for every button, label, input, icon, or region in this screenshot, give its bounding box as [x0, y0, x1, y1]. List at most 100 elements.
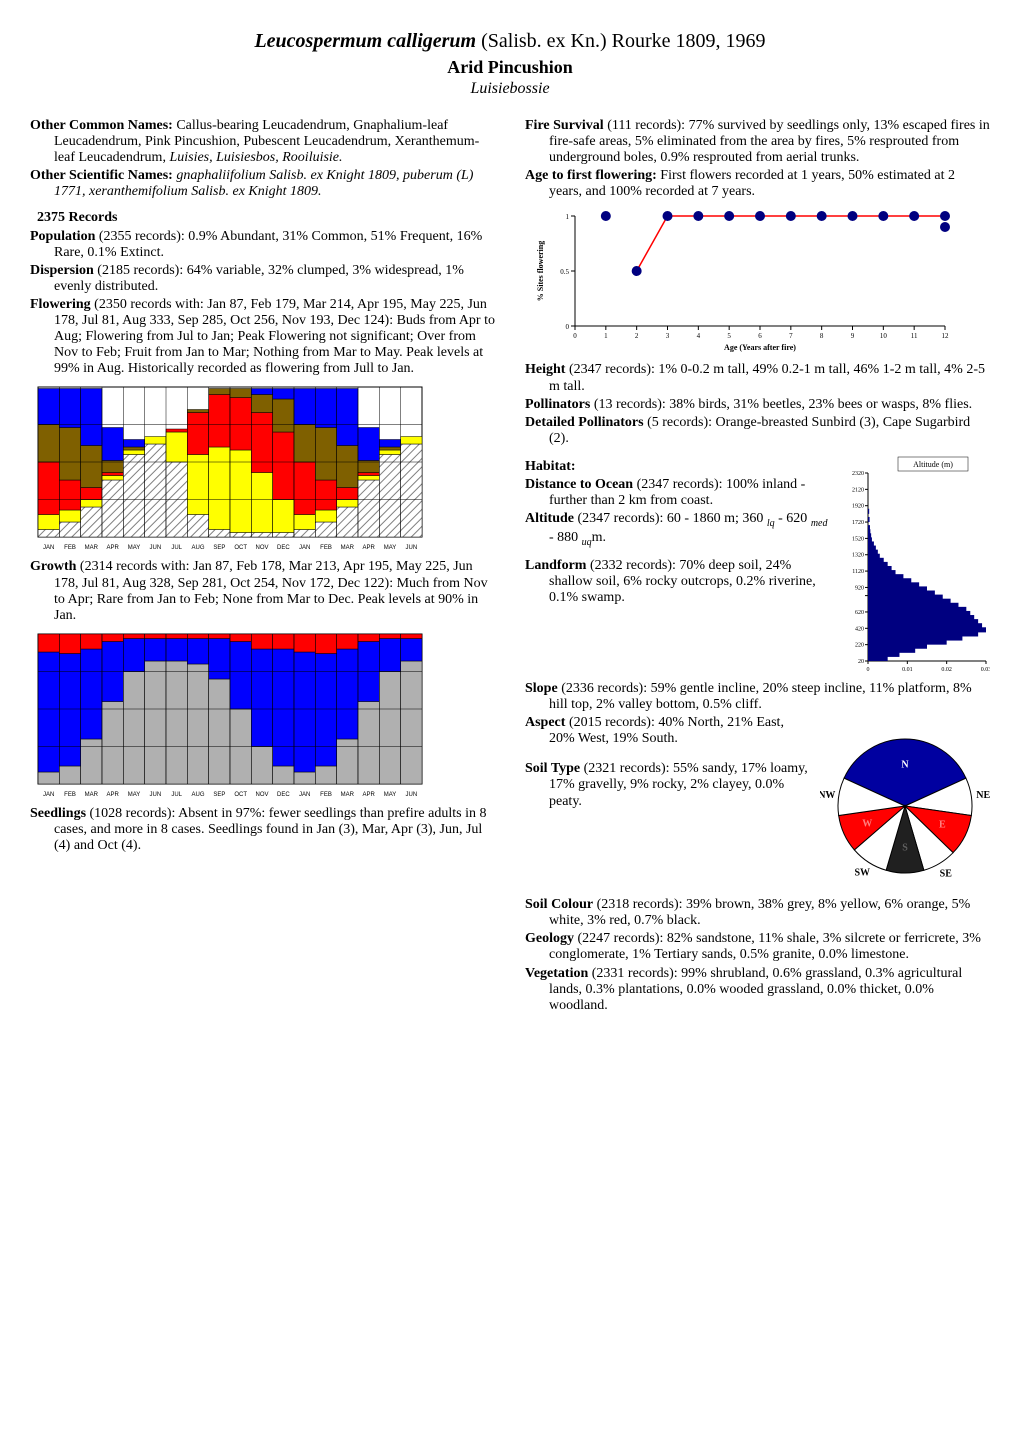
svg-text:JUL: JUL: [171, 792, 182, 798]
geology-label: Geology: [525, 931, 574, 946]
vegetation-text: (2331 records): 99% shrubland, 0.6% gras…: [549, 966, 962, 1013]
svg-text:JAN: JAN: [43, 792, 54, 798]
seedlings-label: Seedlings: [30, 806, 86, 821]
title-block: Leucospermum calligerum (Salisb. ex Kn.)…: [30, 30, 990, 98]
records-header: 2375 Records: [30, 210, 495, 226]
svg-text:12: 12: [942, 332, 950, 340]
svg-text:AUG: AUG: [191, 545, 204, 551]
svg-text:N: N: [901, 760, 909, 771]
geology: Geology (2247 records): 82% sandstone, 1…: [525, 931, 990, 963]
growth-chart: JANFEBMARAPRMAYJUNJULAUGSEPOCTNOVDECJANF…: [30, 630, 430, 800]
svg-text:APR: APR: [106, 545, 119, 551]
soilcolour-label: Soil Colour: [525, 897, 593, 912]
left-column: Other Common Names: Callus-bearing Leuca…: [30, 118, 495, 1016]
habitat-text-block: Habitat: Distance to Ocean (2347 records…: [525, 449, 832, 608]
height: Height (2347 records): 1% 0-0.2 m tall, …: [525, 362, 990, 394]
svg-text:1: 1: [604, 332, 608, 340]
slope-text: (2336 records): 59% gentle incline, 20% …: [549, 681, 972, 712]
columns: Other Common Names: Callus-bearing Leuca…: [30, 118, 990, 1016]
fire-text: (111 records): 77% survived by seedlings…: [549, 118, 990, 165]
soil-colour: Soil Colour (2318 records): 39% brown, 3…: [525, 897, 990, 929]
landform-label: Landform: [525, 558, 586, 573]
svg-text:3: 3: [666, 332, 670, 340]
svg-text:SW: SW: [855, 868, 871, 879]
altitude: Altitude (2347 records): 60 - 1860 m; 36…: [525, 511, 832, 548]
ocn-label: Other Common Names:: [30, 118, 176, 133]
pollinators-label: Pollinators: [525, 397, 590, 412]
svg-text:FEB: FEB: [64, 792, 76, 798]
altitude-label: Altitude: [525, 511, 574, 526]
detailed-pollinators: Detailed Pollinators (5 records): Orange…: [525, 415, 990, 447]
svg-text:SEP: SEP: [213, 792, 225, 798]
altitude-chart: Altitude (m)2022042062092011201320152017…: [840, 455, 990, 675]
dispersion-text: (2185 records): 64% variable, 32% clumpe…: [54, 263, 464, 294]
landform-text: (2332 records): 70% deep soil, 24% shall…: [549, 558, 816, 605]
altitude-uq: uq: [582, 536, 592, 547]
growth: Growth (2314 records with: Jan 87, Feb 1…: [30, 559, 495, 623]
svg-text:7: 7: [789, 332, 793, 340]
osn-label: Other Scientific Names:: [30, 168, 176, 183]
svg-text:1920: 1920: [852, 504, 864, 510]
distance-to-ocean: Distance to Ocean (2347 records): 100% i…: [525, 477, 832, 509]
other-common-names: Other Common Names: Callus-bearing Leuca…: [30, 118, 495, 166]
aspect-text-block: Aspect (2015 records): 40% North, 21% Ea…: [525, 715, 812, 811]
svg-text:E: E: [939, 819, 946, 830]
flowering: Flowering (2350 records with: Jan 87, Fe…: [30, 297, 495, 377]
svg-text:FEB: FEB: [320, 792, 332, 798]
aspect-text: (2015 records): 40% North, 21% East, 20%…: [549, 715, 784, 746]
vegetation: Vegetation (2331 records): 99% shrubland…: [525, 966, 990, 1014]
soiltype-label: Soil Type: [525, 761, 580, 776]
svg-text:1520: 1520: [852, 536, 864, 542]
pollinators: Pollinators (13 records): 38% birds, 31%…: [525, 397, 990, 413]
svg-text:SE: SE: [940, 869, 953, 880]
svg-text:JAN: JAN: [43, 545, 54, 551]
slope: Slope (2336 records): 59% gentle incline…: [525, 681, 990, 713]
age-label: Age to first flowering:: [525, 168, 660, 183]
habitat-header: Habitat:: [525, 459, 832, 475]
svg-text:MAY: MAY: [384, 545, 397, 551]
scientific-name: Leucospermum calligerum (Salisb. ex Kn.)…: [30, 30, 990, 53]
fire-label: Fire Survival: [525, 118, 604, 133]
svg-text:920: 920: [855, 585, 864, 591]
svg-text:0.03: 0.03: [981, 667, 990, 673]
svg-text:6: 6: [758, 332, 762, 340]
svg-text:0.01: 0.01: [902, 667, 913, 673]
svg-text:FEB: FEB: [64, 545, 76, 551]
dispersion: Dispersion (2185 records): 64% variable,…: [30, 263, 495, 295]
svg-text:MAR: MAR: [85, 792, 99, 798]
slope-label: Slope: [525, 681, 558, 696]
landform: Landform (2332 records): 70% deep soil, …: [525, 558, 832, 606]
height-text: (2347 records): 1% 0-0.2 m tall, 49% 0.2…: [549, 362, 985, 393]
svg-text:NE: NE: [976, 790, 990, 801]
svg-text:2320: 2320: [852, 471, 864, 477]
svg-text:JUL: JUL: [171, 545, 182, 551]
fire-survival: Fire Survival (111 records): 77% survive…: [525, 118, 990, 166]
svg-text:9: 9: [851, 332, 855, 340]
svg-text:MAY: MAY: [128, 792, 141, 798]
svg-text:11: 11: [911, 332, 918, 340]
aspect-pie-chart: NNEESESSWWNW: [820, 721, 990, 891]
svg-text:OCT: OCT: [234, 545, 247, 551]
altitude-lq: lq: [767, 518, 775, 529]
svg-text:APR: APR: [106, 792, 119, 798]
svg-text:2: 2: [635, 332, 639, 340]
svg-text:DEC: DEC: [277, 545, 290, 551]
svg-text:MAR: MAR: [341, 792, 355, 798]
svg-text:NOV: NOV: [255, 792, 268, 798]
svg-text:0: 0: [867, 667, 870, 673]
svg-text:OCT: OCT: [234, 792, 247, 798]
svg-text:2120: 2120: [852, 487, 864, 493]
seedlings-text: (1028 records): Absent in 97%: fewer see…: [54, 806, 486, 853]
seedlings: Seedlings (1028 records): Absent in 97%:…: [30, 806, 495, 854]
svg-text:MAR: MAR: [341, 545, 355, 551]
svg-text:1320: 1320: [852, 553, 864, 559]
vernacular-name: Luisiebossie: [30, 80, 990, 98]
svg-text:1120: 1120: [852, 569, 864, 575]
detailed-poll-label: Detailed Pollinators: [525, 415, 644, 430]
svg-text:APR: APR: [362, 545, 375, 551]
svg-text:0.5: 0.5: [560, 268, 569, 276]
svg-text:Altitude (m): Altitude (m): [913, 460, 953, 469]
population: Population (2355 records): 0.9% Abundant…: [30, 229, 495, 261]
svg-text:4: 4: [697, 332, 701, 340]
svg-text:8: 8: [820, 332, 824, 340]
